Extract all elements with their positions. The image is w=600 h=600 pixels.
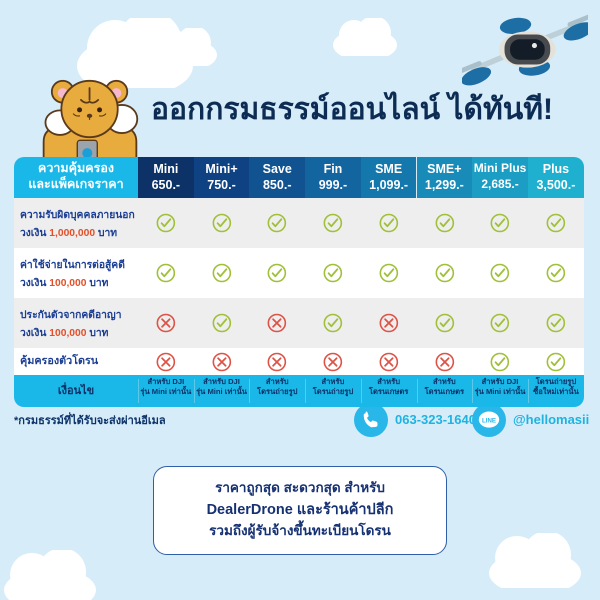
svg-text:LINE: LINE xyxy=(482,417,496,424)
